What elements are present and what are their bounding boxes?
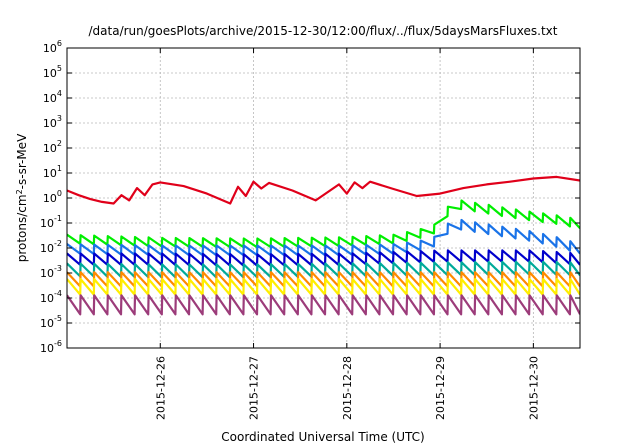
y-tick-label: 102	[43, 139, 62, 155]
series-line-2	[67, 199, 580, 249]
series-line-7	[67, 278, 580, 296]
series-line-4	[67, 249, 580, 267]
x-tick-label: 2015-12-27	[248, 356, 261, 420]
y-tick-label: 105	[43, 64, 62, 80]
y-axis-label-part-1: protons/cm	[15, 194, 29, 262]
y-tick-label: 100	[43, 189, 62, 205]
y-axis-ticks: 10-6 10-5 10-4 10-3 10-2 10-1 100 101 102 103 104 1…	[40, 39, 580, 355]
x-tick-label: 2015-12-28	[341, 356, 354, 420]
y-tick-label: 10-2	[40, 239, 62, 255]
series-line-8	[67, 294, 580, 316]
y-axis-label-part-2: -s-sr-MeV	[15, 133, 29, 189]
x-axis-label: Coordinated Universal Time (UTC)	[221, 430, 424, 444]
y-tick-label: 10-4	[40, 289, 62, 305]
x-tick-label: 2015-12-29	[434, 356, 447, 420]
series-group	[67, 175, 580, 316]
x-tick-label: 2015-12-30	[527, 356, 540, 420]
x-tick-label: 2015-12-26	[154, 356, 167, 420]
y-axis-label-superscript: 2	[15, 189, 24, 194]
series-line-3	[67, 218, 580, 257]
y-tick-label: 10-6	[40, 339, 62, 355]
y-tick-label: 106	[43, 39, 62, 55]
series-line-1	[67, 175, 580, 205]
y-tick-label: 104	[43, 89, 62, 105]
y-tick-label: 101	[43, 164, 62, 180]
x-axis-ticks: 2015-12-26 2015-12-27 2015-12-28 2015-12-29…	[154, 48, 540, 420]
chart-title: /data/run/goesPlots/archive/2015-12-30/1…	[89, 24, 558, 38]
series-line-5	[67, 260, 580, 279]
y-tick-label: 103	[43, 114, 62, 130]
y-tick-label: 10-1	[40, 214, 62, 230]
y-tick-label: 10-5	[40, 314, 62, 330]
y-tick-label: 10-3	[40, 264, 62, 280]
y-axis-label: protons/cm2-s-sr-MeV	[15, 133, 30, 262]
